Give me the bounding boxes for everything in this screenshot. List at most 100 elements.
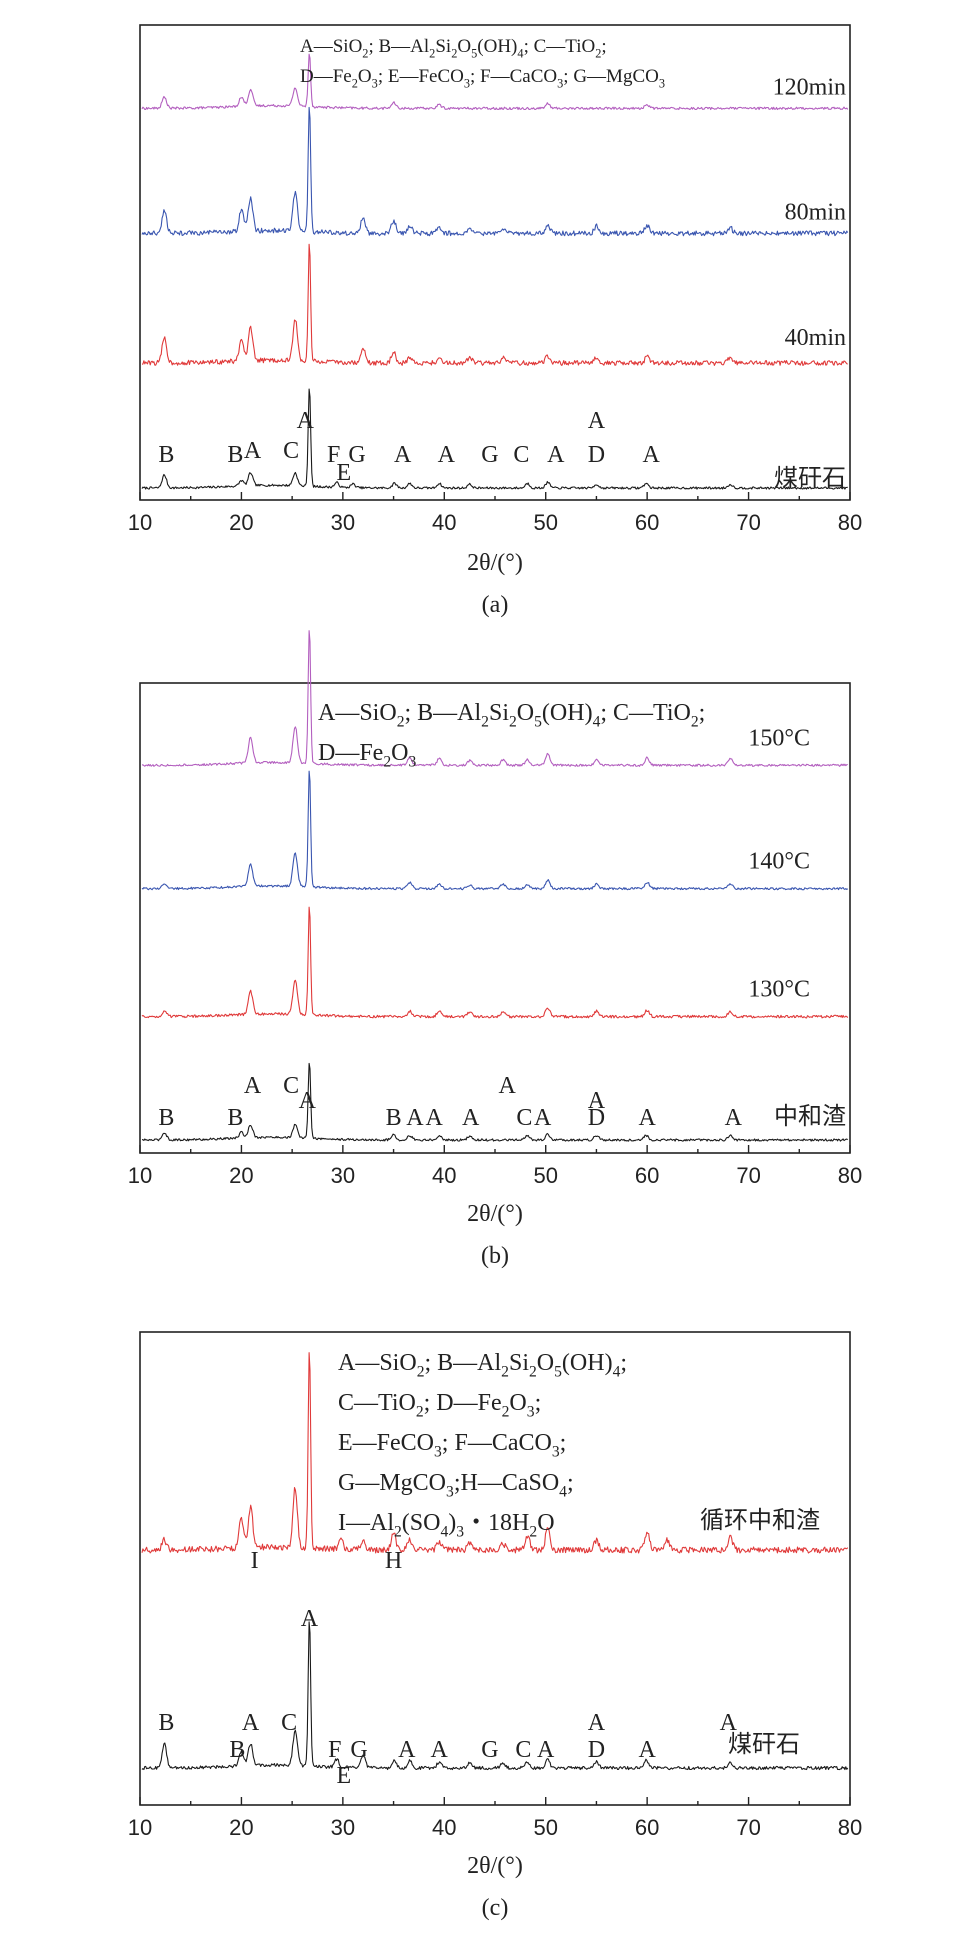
peak-label: H [385, 1548, 402, 1574]
x-axis: 10 20 30 40 50 60 70 80 [128, 1145, 862, 1188]
x-tick-label: 70 [736, 1815, 760, 1840]
legend-line: A—SiO2; B—Al2Si2O5(OH)4; C—TiO2; [318, 700, 705, 731]
peak-label: G [481, 1737, 498, 1763]
peak-label: A [638, 1737, 656, 1763]
peak-label: I [251, 1548, 259, 1574]
xrd-pattern-series [141, 106, 849, 237]
peak-label: B [227, 1105, 243, 1131]
x-tick-label: 40 [432, 510, 456, 535]
peak-label: A [425, 1105, 443, 1131]
x-tick-label: 40 [432, 1815, 456, 1840]
legend-line: D—Fe2O3 [318, 740, 416, 771]
x-axis: 10 20 30 40 50 60 70 80 [128, 492, 862, 535]
series-label: 煤矸石 [728, 1731, 800, 1758]
peak-label: D [588, 1737, 605, 1763]
series-layer [141, 53, 849, 490]
x-tick-label: 50 [533, 510, 557, 535]
peak-label: A [547, 442, 565, 468]
x-tick-label: 20 [229, 510, 253, 535]
peak-label: A [244, 1073, 262, 1099]
series-label: 40min [785, 325, 846, 351]
xrd-pattern-series [141, 243, 848, 366]
series-label: 140°C [748, 849, 810, 875]
peak-label: A [725, 1105, 743, 1131]
x-tick-label: 50 [533, 1163, 557, 1188]
series-label: 130°C [748, 977, 810, 1003]
legend-line: D—Fe2O3; E—FeCO3; F—CaCO3; G—MgCO3 [300, 66, 665, 90]
x-axis-label: 2θ/(°) [467, 1853, 523, 1879]
panel-a: A—SiO2; B—Al2Si2O5(OH)4; C—TiO2; D—Fe2O3;… [128, 24, 862, 618]
xrd-pattern-series [141, 906, 849, 1019]
legend: A—SiO2; B—Al2Si2O5(OH)4; C—TiO2; D—Fe2O3;… [300, 36, 665, 90]
x-tick-label: 30 [331, 1163, 355, 1188]
xrd-pattern-series [141, 388, 848, 490]
legend-line: I—Al2(SO4)3・18H2O [338, 1510, 555, 1541]
xrd-pattern-series [141, 1352, 849, 1554]
panel-caption: (c) [482, 1895, 509, 1921]
peak-label: A [462, 1105, 480, 1131]
peak-label: C [283, 1073, 299, 1099]
peak-label: A [638, 1105, 656, 1131]
x-tick-label: 50 [533, 1815, 557, 1840]
peak-label: A [394, 442, 412, 468]
series-label: 循环中和渣 [700, 1507, 820, 1534]
xrd-pattern-series [141, 770, 849, 891]
peak-label: A [588, 408, 606, 434]
series-label: 煤矸石 [774, 465, 846, 492]
peak-label: A [431, 1737, 449, 1763]
peak-label: C [281, 1710, 297, 1736]
x-tick-label: 30 [331, 510, 355, 535]
peak-label: B [386, 1105, 402, 1131]
legend-line: G—MgCO3;H—CaSO4; [338, 1470, 574, 1501]
x-tick-label: 40 [432, 1163, 456, 1188]
x-axis-label: 2θ/(°) [467, 550, 523, 576]
panel-c: A—SiO2; B—Al2Si2O5(OH)4; C—TiO2; D—Fe2O3;… [128, 1331, 862, 1921]
peak-label: A [498, 1073, 516, 1099]
series-label: 120min [773, 74, 846, 100]
x-tick-label: 30 [331, 1815, 355, 1840]
x-tick-label: 70 [736, 1163, 760, 1188]
series-labels: 中和渣 130°C 140°C 150°C [748, 725, 846, 1130]
legend-line: A—SiO2; B—Al2Si2O5(OH)4; C—TiO2; [300, 36, 607, 60]
legend-line: A—SiO2; B—Al2Si2O5(OH)4; [338, 1350, 627, 1381]
peak-label: A [588, 1710, 606, 1736]
x-tick-label: 20 [229, 1815, 253, 1840]
legend-line: E—FeCO3; F—CaCO3; [338, 1430, 566, 1461]
x-tick-label: 80 [838, 1815, 862, 1840]
series-layer [141, 630, 849, 1142]
x-tick-label: 60 [635, 510, 659, 535]
peak-label: A [406, 1105, 424, 1131]
peak-label: A [438, 442, 456, 468]
peak-label: A [720, 1710, 738, 1736]
series-label: 中和渣 [774, 1103, 846, 1130]
peak-label: A [301, 1606, 319, 1632]
peak-label: B [227, 442, 243, 468]
peak-label: D [588, 1105, 605, 1131]
xrd-pattern-series [141, 53, 849, 111]
series-layer [141, 1352, 849, 1771]
peak-label: A [242, 1710, 260, 1736]
peak-label: F [327, 442, 340, 468]
peak-label: A [299, 1088, 317, 1114]
panel-b: A—SiO2; B—Al2Si2O5(OH)4; C—TiO2;D—Fe2O3 … [128, 630, 862, 1269]
panel-caption: (b) [481, 1243, 509, 1269]
x-axis-label: 2θ/(°) [467, 1201, 523, 1227]
peak-label: A [537, 1737, 555, 1763]
legend-line: C—TiO2; D—Fe2O3; [338, 1390, 541, 1421]
x-tick-label: 60 [635, 1815, 659, 1840]
peak-label: A [588, 1088, 606, 1114]
peak-label: C [283, 438, 299, 464]
peak-label: C [515, 1737, 531, 1763]
legend: A—SiO2; B—Al2Si2O5(OH)4; C—TiO2; D—Fe2O3 [318, 700, 705, 771]
peak-label: G [481, 442, 498, 468]
peak-label: B [229, 1737, 245, 1763]
xrd-pattern-series [141, 1621, 849, 1771]
peak-label: D [588, 442, 605, 468]
peak-label: A [297, 408, 315, 434]
peak-label: G [348, 442, 365, 468]
peak-label: A [398, 1737, 416, 1763]
x-tick-label: 20 [229, 1163, 253, 1188]
